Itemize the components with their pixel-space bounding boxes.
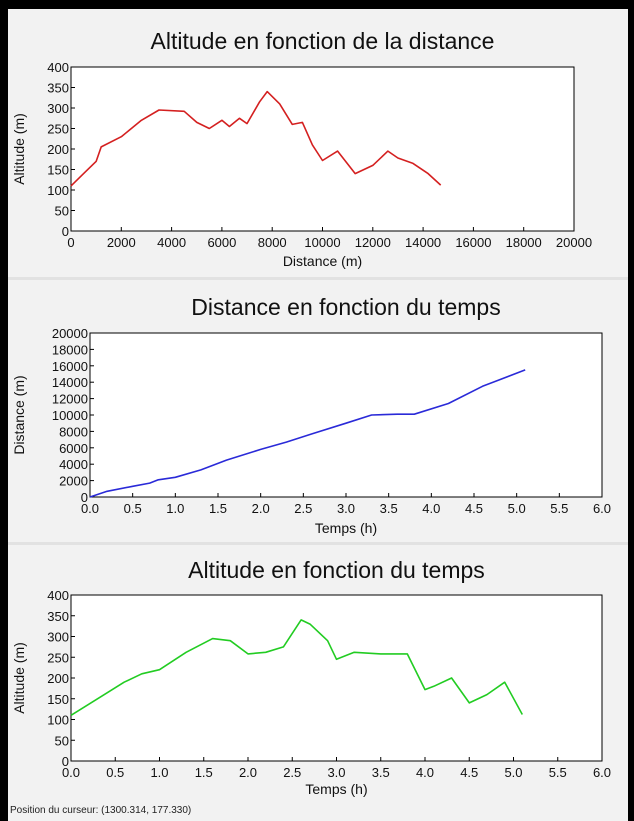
x-tick-label: 1.0	[150, 765, 168, 780]
x-tick-label: 4.0	[422, 501, 440, 516]
chart-altitude-vs-time: Altitude en fonction du temps 0.0 0.5 1.0 1.…	[11, 557, 611, 797]
y-tick-label: 0	[62, 754, 69, 769]
chart-distance-vs-time: Distance en fonction du temps 0.0 0.5 1.0 1.…	[11, 294, 611, 536]
x-tick-label: 0.5	[124, 501, 142, 516]
chart-title: Altitude en fonction du temps	[188, 557, 485, 583]
chart-panel-altitude-distance: Altitude en fonction de la distance 0 2000…	[8, 9, 628, 277]
x-tick-label: 8000	[258, 235, 287, 250]
y-tick-label: 8000	[59, 424, 88, 439]
y-tick-label: 14000	[52, 375, 88, 390]
chart-title: Altitude en fonction de la distance	[151, 28, 495, 54]
y-tick-label: 200	[47, 671, 69, 686]
x-tick-label: 2.5	[294, 501, 312, 516]
y-tick-label: 6000	[59, 441, 88, 456]
y-tick-label: 100	[47, 183, 69, 198]
x-tick-label: 4.5	[465, 501, 483, 516]
x-tick-label: 4.5	[460, 765, 478, 780]
y-tick-label: 18000	[52, 342, 88, 357]
x-tick-label: 16000	[455, 235, 491, 250]
x-tick-label: 0.5	[106, 765, 124, 780]
x-tick-label: 6000	[207, 235, 236, 250]
y-tick-label: 50	[55, 204, 69, 219]
y-tick-label: 300	[47, 101, 69, 116]
x-tick-label: 5.5	[550, 501, 568, 516]
y-tick-label: 250	[47, 122, 69, 137]
y-tick-label: 10000	[52, 408, 88, 423]
y-tick-label: 400	[47, 60, 69, 75]
chart-title: Distance en fonction du temps	[191, 294, 500, 320]
x-tick-label: 2.0	[252, 501, 270, 516]
y-tick-label: 250	[47, 650, 69, 665]
x-tick-label: 2.0	[239, 765, 257, 780]
y-tick-label: 0	[81, 490, 88, 505]
x-tick-label: 4.0	[416, 765, 434, 780]
plot-area	[70, 594, 603, 762]
y-axis-label: Distance (m)	[11, 375, 27, 454]
plot-area	[89, 332, 603, 498]
y-tick-label: 400	[47, 588, 69, 603]
x-tick-label: 5.0	[504, 765, 522, 780]
y-tick-label: 4000	[59, 457, 88, 472]
x-tick-label: 3.5	[372, 765, 390, 780]
x-tick-label: 0.0	[81, 501, 99, 516]
y-tick-label: 20000	[52, 326, 88, 341]
y-axis-label: Altitude (m)	[11, 642, 27, 714]
x-axis-label: Temps (h)	[305, 781, 367, 797]
y-tick-label: 50	[55, 733, 69, 748]
x-tick-label: 2.5	[283, 765, 301, 780]
plot-area	[70, 66, 575, 232]
y-tick-label: 200	[47, 142, 69, 157]
x-tick-label: 5.5	[549, 765, 567, 780]
chart-panel-altitude-time: Altitude en fonction du temps 0.0 0.5 1.0 1.…	[8, 545, 628, 801]
x-tick-label: 10000	[304, 235, 340, 250]
x-tick-label: 18000	[506, 235, 542, 250]
app-window: Altitude en fonction de la distance 0 2000…	[8, 9, 628, 821]
x-tick-label: 0.0	[62, 765, 80, 780]
x-tick-label: 20000	[556, 235, 592, 250]
y-tick-label: 150	[47, 163, 69, 178]
x-tick-label: 3.5	[380, 501, 398, 516]
series-line	[70, 619, 524, 716]
series-line	[89, 369, 526, 498]
y-tick-label: 350	[47, 81, 69, 96]
chart-panel-distance-time: Distance en fonction du temps 0.0 0.5 1.0 1.…	[8, 280, 628, 542]
x-tick-label: 2000	[107, 235, 136, 250]
x-tick-label: 5.0	[508, 501, 526, 516]
x-tick-label: 14000	[405, 235, 441, 250]
x-tick-label: 3.0	[337, 501, 355, 516]
y-tick-label: 350	[47, 609, 69, 624]
x-tick-label: 4000	[157, 235, 186, 250]
x-tick-label: 6.0	[593, 501, 611, 516]
y-axis-label: Altitude (m)	[11, 113, 27, 185]
x-axis-label: Temps (h)	[315, 520, 377, 536]
y-tick-label: 300	[47, 630, 69, 645]
x-tick-label: 12000	[355, 235, 391, 250]
x-axis-label: Distance (m)	[283, 253, 362, 269]
x-tick-label: 1.5	[209, 501, 227, 516]
y-tick-label: 12000	[52, 392, 88, 407]
cursor-position-status: Position du curseur: (1300.314, 177.330)	[10, 805, 192, 816]
y-tick-label: 16000	[52, 359, 88, 374]
x-tick-label: 0	[67, 235, 74, 250]
y-tick-label: 2000	[59, 474, 88, 489]
y-tick-label: 150	[47, 692, 69, 707]
x-tick-label: 1.5	[195, 765, 213, 780]
x-tick-label: 3.0	[327, 765, 345, 780]
y-tick-label: 0	[62, 224, 69, 239]
series-line	[70, 90, 442, 187]
x-tick-label: 1.0	[166, 501, 184, 516]
y-tick-label: 100	[47, 713, 69, 728]
x-tick-label: 6.0	[593, 765, 611, 780]
